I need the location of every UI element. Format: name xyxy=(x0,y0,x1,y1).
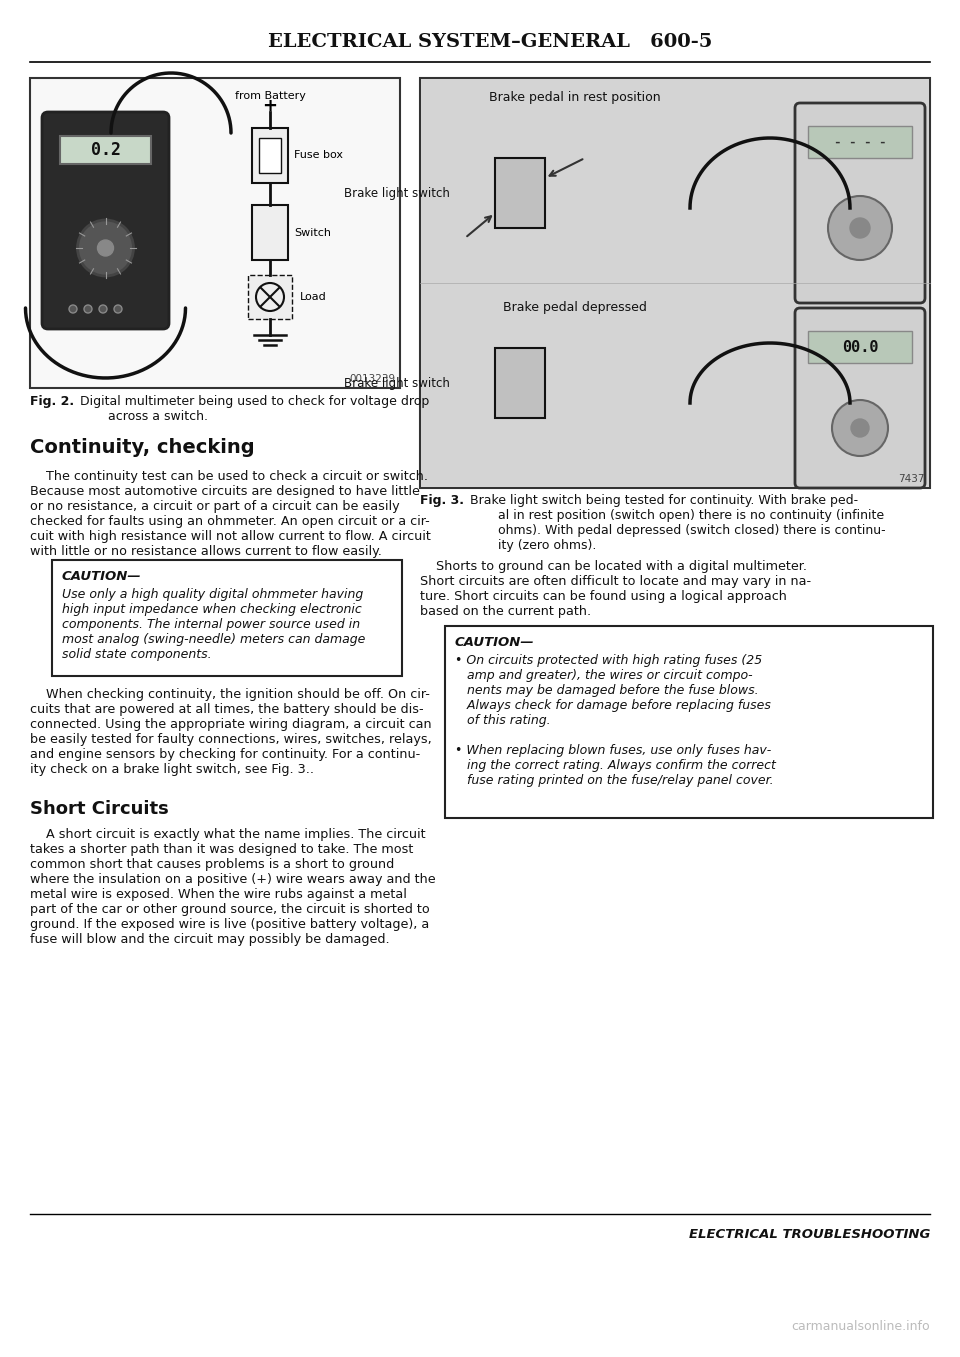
Circle shape xyxy=(851,419,869,437)
FancyBboxPatch shape xyxy=(795,308,925,489)
Text: Fuse box: Fuse box xyxy=(294,151,343,160)
Text: When checking continuity, the ignition should be off. On cir-
cuits that are pow: When checking continuity, the ignition s… xyxy=(30,688,432,776)
Bar xyxy=(420,77,930,489)
Text: ELECTRICAL SYSTEM–GENERAL   600-5: ELECTRICAL SYSTEM–GENERAL 600-5 xyxy=(268,33,712,52)
Circle shape xyxy=(69,305,77,313)
Text: Brake pedal in rest position: Brake pedal in rest position xyxy=(490,91,660,104)
Circle shape xyxy=(850,218,870,237)
Text: 7437: 7437 xyxy=(899,474,925,484)
Text: Short Circuits: Short Circuits xyxy=(30,801,169,818)
Bar xyxy=(52,560,402,676)
Text: Digital multimeter being used to check for voltage drop
         across a switch: Digital multimeter being used to check f… xyxy=(72,395,429,423)
Circle shape xyxy=(828,195,892,261)
Text: ELECTRICAL TROUBLESHOOTING: ELECTRICAL TROUBLESHOOTING xyxy=(688,1228,930,1242)
Bar xyxy=(808,126,912,157)
Text: The continuity test can be used to check a circuit or switch.
Because most autom: The continuity test can be used to check… xyxy=(30,470,431,558)
Circle shape xyxy=(256,284,284,311)
Text: Continuity, checking: Continuity, checking xyxy=(30,438,254,457)
Circle shape xyxy=(832,400,888,456)
Text: Brake light switch being tested for continuity. With brake ped-
         al in r: Brake light switch being tested for cont… xyxy=(462,494,886,552)
Bar xyxy=(248,275,292,319)
Text: A short circuit is exactly what the name implies. The circuit
takes a shorter pa: A short circuit is exactly what the name… xyxy=(30,828,436,946)
Circle shape xyxy=(114,305,122,313)
Circle shape xyxy=(84,305,92,313)
Text: +: + xyxy=(262,96,277,115)
Text: CAUTION—: CAUTION— xyxy=(62,570,142,584)
Text: Brake light switch: Brake light switch xyxy=(344,186,450,199)
Text: 00.0: 00.0 xyxy=(842,339,878,354)
Text: from Battery: from Battery xyxy=(234,91,305,100)
FancyBboxPatch shape xyxy=(42,113,169,328)
FancyBboxPatch shape xyxy=(795,103,925,303)
Bar xyxy=(495,157,545,228)
Text: - - - -: - - - - xyxy=(833,136,886,148)
Text: Use only a high quality digital ohmmeter having
high input impedance when checki: Use only a high quality digital ohmmeter… xyxy=(62,588,366,661)
Circle shape xyxy=(98,240,113,256)
Text: Brake pedal depressed: Brake pedal depressed xyxy=(503,301,647,315)
Text: carmanualsonline.info: carmanualsonline.info xyxy=(791,1320,930,1333)
Text: 0013239: 0013239 xyxy=(349,375,396,384)
Text: Shorts to ground can be located with a digital multimeter.
Short circuits are of: Shorts to ground can be located with a d… xyxy=(420,560,811,617)
Bar xyxy=(445,626,933,818)
Text: Load: Load xyxy=(300,292,326,303)
Text: CAUTION—: CAUTION— xyxy=(455,636,535,649)
Text: Switch: Switch xyxy=(294,228,331,237)
Text: Fig. 2.: Fig. 2. xyxy=(30,395,74,408)
Circle shape xyxy=(78,220,133,275)
Circle shape xyxy=(99,305,107,313)
Bar xyxy=(60,136,151,164)
Text: Brake light switch: Brake light switch xyxy=(344,376,450,389)
Bar xyxy=(252,128,288,183)
Bar xyxy=(30,77,400,388)
Text: 0.2: 0.2 xyxy=(90,141,121,159)
Bar xyxy=(421,79,929,487)
Bar xyxy=(252,205,288,261)
Text: Fig. 3.: Fig. 3. xyxy=(420,494,464,508)
Bar xyxy=(808,331,912,364)
Text: • On circuits protected with high rating fuses (25
   amp and greater), the wire: • On circuits protected with high rating… xyxy=(455,654,776,787)
Bar xyxy=(495,347,545,418)
Bar xyxy=(259,138,281,172)
